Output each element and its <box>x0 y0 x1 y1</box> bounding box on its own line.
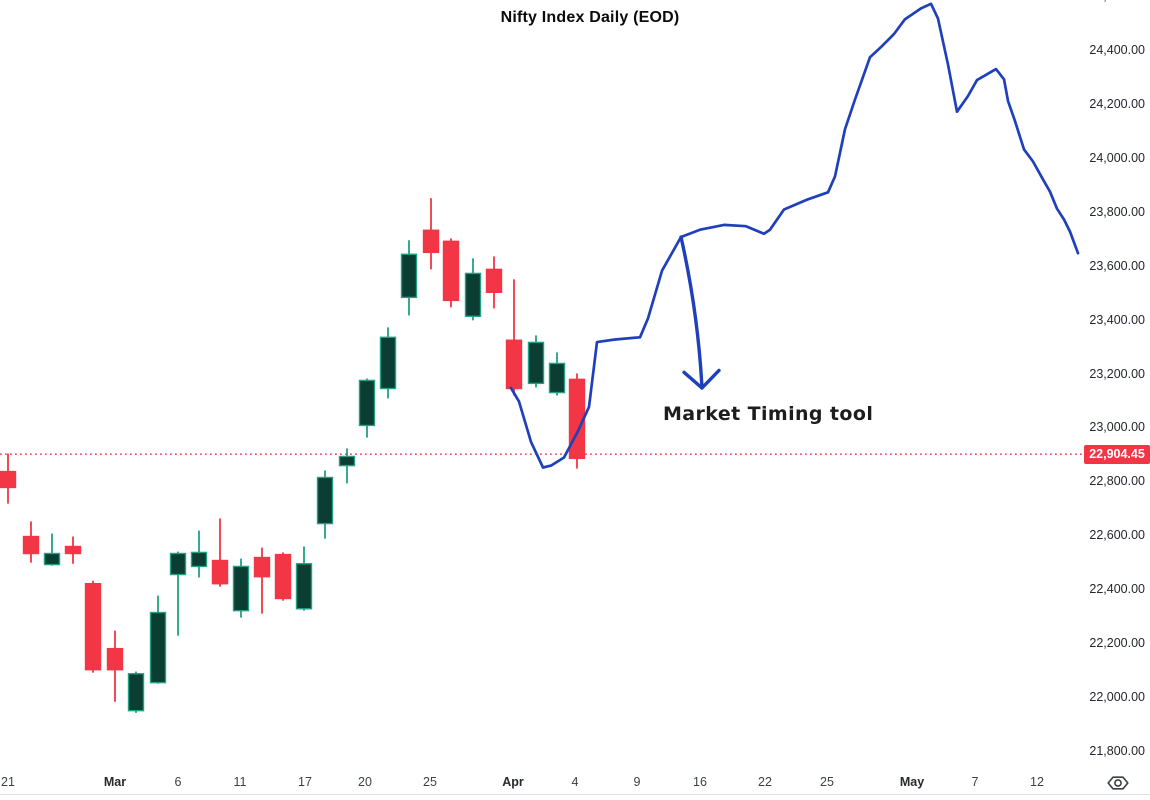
bottom-divider <box>0 794 1150 795</box>
time-axis[interactable]: 21 Mar 6 11 17 20 25 Apr 4 9 16 22 25 May 7 12 <box>0 770 1150 800</box>
time-tick: 21 <box>1 775 15 789</box>
candlestick-chart[interactable] <box>0 0 1150 770</box>
time-tick: 11 <box>233 775 247 789</box>
candle-body <box>274 553 292 600</box>
time-tick: 7 <box>971 775 979 789</box>
price-tick: 22,400.00 <box>1089 582 1145 597</box>
arrow-shaft <box>679 235 704 390</box>
candle-body <box>422 229 440 254</box>
candle-body <box>106 647 124 671</box>
candle-body <box>127 673 145 712</box>
time-tick: 16 <box>693 775 707 789</box>
time-tick: 9 <box>633 775 641 789</box>
price-tick: 21,800.00 <box>1089 743 1145 758</box>
price-tick: 22,000.00 <box>1089 690 1145 704</box>
time-tick: 20 <box>358 775 372 789</box>
candle-body <box>548 362 566 394</box>
price-tick: 22,600.00 <box>1089 528 1145 543</box>
price-tick: 23,800.00 <box>1089 204 1145 219</box>
price-tick: 24,400.00 <box>1089 43 1145 57</box>
projection-line <box>509 2 1080 469</box>
price-tick: 23,600.00 <box>1089 258 1145 273</box>
price-tick: 24,200.00 <box>1089 96 1145 111</box>
candle-body <box>379 336 397 390</box>
candle-body <box>485 268 503 293</box>
eye-icon[interactable] <box>1106 774 1130 792</box>
candle-body <box>211 559 229 585</box>
candle-body <box>316 476 334 525</box>
candle-body <box>505 339 523 390</box>
time-tick: 22 <box>758 775 772 789</box>
candle-body <box>84 582 102 671</box>
annotation-label: Market Timing tool <box>663 403 874 425</box>
candle-body <box>0 470 17 489</box>
candle-body <box>232 565 250 612</box>
candle-body <box>64 545 82 555</box>
chart-title: Nifty Index Daily (EOD) <box>500 9 680 26</box>
candle-body <box>400 253 418 299</box>
price-tick: 24,000.00 <box>1089 150 1145 165</box>
candle-body <box>464 272 482 317</box>
eye-outline <box>1107 776 1129 790</box>
time-tick: Apr <box>502 775 524 789</box>
price-axis[interactable]: 24,600.00 24,400.00 24,200.00 24,000.00 23,8… <box>1060 0 1150 770</box>
candle-body <box>169 552 187 576</box>
candle-body <box>358 379 376 427</box>
price-tick: 22,800.00 <box>1089 474 1145 489</box>
last-price-label: 22,904.45 <box>1084 444 1150 464</box>
price-tick: 23,000.00 <box>1089 420 1145 435</box>
candle-body <box>527 341 545 385</box>
price-tick: 23,200.00 <box>1089 366 1145 381</box>
candle-body <box>253 556 271 578</box>
time-tick: 12 <box>1030 775 1044 789</box>
time-tick: 17 <box>298 775 312 789</box>
candle-body <box>442 240 460 302</box>
candle-body <box>190 551 208 568</box>
price-tick: 23,400.00 <box>1089 312 1145 327</box>
time-tick: 4 <box>571 775 579 789</box>
candle-body <box>43 552 61 566</box>
time-tick: 25 <box>423 775 437 789</box>
eye-pupil <box>1114 779 1122 787</box>
time-tick: 6 <box>174 775 182 789</box>
candle-body <box>295 563 313 610</box>
time-tick: 25 <box>820 775 834 789</box>
time-tick: Mar <box>103 775 127 789</box>
time-tick: May <box>899 775 925 789</box>
candle-body <box>338 455 356 467</box>
price-tick: 24,600.00 <box>1089 0 1145 3</box>
candle-body <box>149 611 167 684</box>
candle-body <box>22 535 40 555</box>
price-tick: 22,200.00 <box>1089 636 1145 651</box>
arrow-head <box>682 368 721 390</box>
